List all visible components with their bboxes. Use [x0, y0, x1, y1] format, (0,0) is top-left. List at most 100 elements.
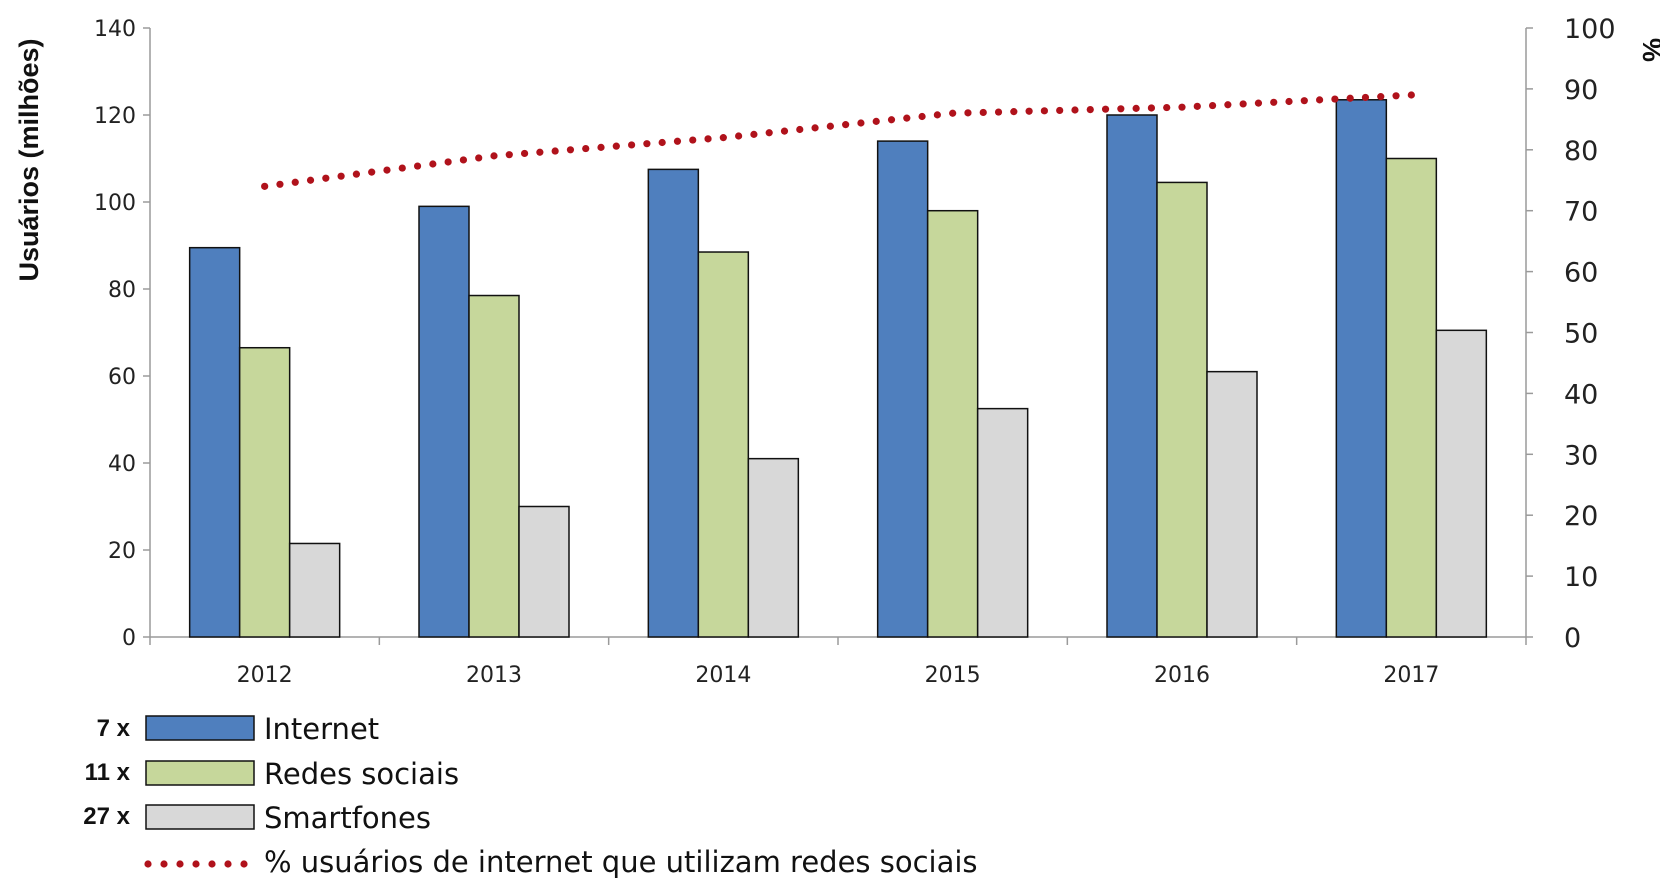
bar-smartfones-2016: [1206, 370, 1258, 638]
line-dot: [1025, 107, 1033, 115]
line-dot: [689, 136, 697, 144]
legend-swatch-smartfones: [145, 804, 255, 830]
line-dot: [872, 117, 880, 125]
right-tick-label: 60: [1564, 258, 1598, 289]
line-dot: [765, 129, 773, 137]
right-axis-ticks: 0 10 20 30 40 50 60 70 80 90 100: [1526, 14, 1616, 654]
legend-dot: [208, 860, 216, 868]
legend-label: Smartfones: [264, 801, 431, 835]
legend-dot: [144, 860, 152, 868]
bar-smartfones-2017: [1435, 329, 1488, 638]
bar-redes-sociais-2012: [238, 346, 291, 638]
line-dot: [842, 121, 850, 129]
line-dot: [918, 112, 926, 121]
line-dot: [933, 111, 941, 119]
line-dot: [306, 176, 315, 184]
right-tick-label: 100: [1564, 14, 1616, 45]
bar-redes-sociais-2015: [926, 209, 979, 638]
line-dot: [1331, 95, 1339, 103]
bar-internet-2016: [1106, 114, 1158, 638]
legend-item-smartfones: 27 x Smartfones: [83, 801, 431, 835]
line-dot: [1300, 97, 1308, 105]
legend: 7 x Internet 11 x Redes sociais 27 x Sma…: [83, 712, 977, 879]
line-dot: [1040, 107, 1048, 115]
line-dot: [261, 182, 269, 190]
bar-redes-sociais-2017: [1385, 157, 1438, 638]
line-dot: [796, 125, 804, 134]
bar-internet-2017: [1335, 99, 1388, 638]
bar-internet-2014: [647, 168, 700, 638]
legend-swatch-redes-sociais: [145, 760, 255, 786]
line-dot: [475, 154, 483, 162]
bar-internet-2012: [188, 246, 241, 638]
line-dot: [1407, 91, 1415, 99]
legend-label: Internet: [264, 712, 379, 746]
line-dot: [1392, 92, 1400, 100]
left-tick-label: 0: [122, 626, 136, 651]
left-tick-label: 40: [108, 452, 136, 477]
legend-label: Redes sociais: [264, 757, 459, 791]
line-dot: [444, 158, 452, 166]
legend-label: % usuários de internet que utilizam rede…: [264, 845, 978, 879]
line-dot: [1285, 97, 1293, 106]
line-dot: [1178, 103, 1186, 111]
bar-redes-sociais-2014: [697, 251, 750, 638]
legend-item-redes-sociais: 11 x Redes sociais: [85, 757, 459, 791]
legend-dot: [224, 860, 232, 868]
legend-dot: [192, 860, 200, 868]
legend-dotted-line: [144, 860, 248, 868]
left-tick-label: 100: [94, 191, 136, 216]
line-dot: [780, 127, 789, 135]
line-dot: [322, 174, 330, 182]
bar-redes-sociais-2016: [1156, 181, 1208, 638]
left-tick-label: 140: [94, 17, 136, 42]
line-dot: [1346, 94, 1354, 102]
line-dot: [429, 160, 437, 168]
line-dot: [1101, 105, 1110, 113]
line-dot: [368, 168, 376, 176]
category-label: 2017: [1383, 663, 1439, 688]
bar-internet-2015: [876, 140, 929, 638]
category-label: 2012: [237, 663, 293, 688]
line-dot: [1208, 101, 1217, 110]
bars: [188, 99, 1488, 638]
left-tick-label: 60: [108, 365, 136, 390]
line-dot: [1193, 102, 1201, 110]
line-dot: [628, 141, 636, 149]
bar-smartfones-2013: [518, 505, 570, 638]
line-dot: [1254, 99, 1263, 107]
line-dot: [1270, 98, 1278, 106]
bar-smartfones-2012: [288, 542, 341, 638]
line-dot: [1316, 96, 1324, 104]
line-dot: [826, 122, 834, 130]
line-dot: [887, 116, 896, 124]
line-dot: [1056, 106, 1064, 115]
line-dot: [964, 109, 972, 117]
bar-smartfones-2015: [976, 407, 1029, 638]
right-tick-label: 0: [1564, 623, 1581, 654]
line-dot: [643, 140, 651, 148]
x-axis-ticks: [149, 637, 1527, 645]
right-tick-label: 70: [1564, 197, 1598, 228]
bar-redes-sociais-2013: [468, 294, 520, 638]
line-series: [261, 91, 1415, 190]
line-dot: [1086, 106, 1094, 114]
line-dot: [658, 138, 666, 147]
line-dot: [505, 151, 513, 159]
right-axis-title: %: [1637, 38, 1660, 62]
legend-dot: [240, 860, 248, 868]
line-dot: [1361, 93, 1370, 102]
legend-dot: [160, 860, 168, 868]
line-dot: [1224, 101, 1232, 109]
legend-dot: [176, 860, 184, 868]
line-dot: [536, 148, 544, 156]
category-label: 2015: [925, 663, 981, 688]
line-dot: [612, 142, 620, 150]
category-label: 2014: [695, 663, 751, 688]
left-tick-label: 120: [94, 104, 136, 129]
legend-item-internet: 7 x Internet: [97, 712, 380, 746]
line-dot: [1239, 100, 1247, 108]
line-dot: [383, 166, 391, 174]
line-dot: [735, 132, 743, 140]
